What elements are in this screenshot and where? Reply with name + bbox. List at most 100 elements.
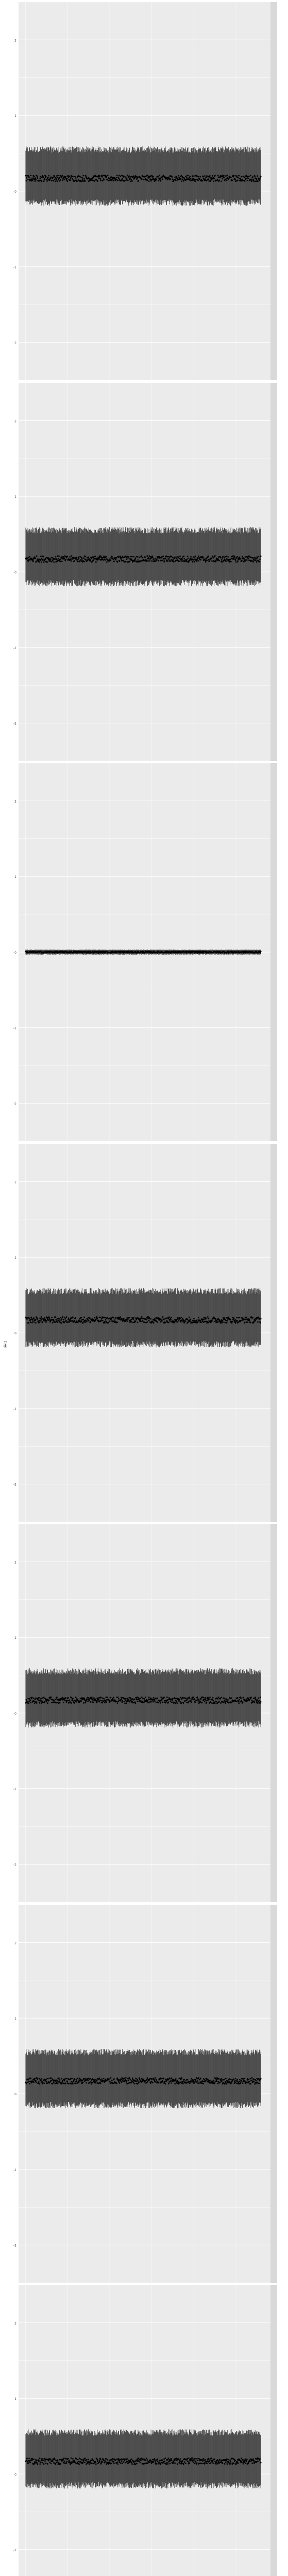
estimate-point — [149, 560, 151, 562]
estimate-point — [103, 556, 105, 558]
estimate-point — [44, 175, 46, 177]
estimate-point — [115, 558, 117, 561]
estimate-point — [74, 1320, 76, 1323]
estimate-point — [204, 558, 206, 561]
estimate-point — [108, 1321, 110, 1324]
estimate-point — [247, 1321, 249, 1323]
estimate-point — [147, 560, 149, 562]
estimate-point — [132, 1321, 134, 1324]
estimate-point — [141, 178, 143, 180]
estimate-point — [246, 559, 248, 561]
estimate-point — [117, 1316, 120, 1318]
estimate-point — [92, 560, 94, 562]
estimate-point — [137, 559, 139, 561]
estimate-point — [237, 559, 239, 561]
y-tick-label: 0 — [14, 1332, 16, 1335]
y-tick-label: 2 — [14, 1180, 16, 1184]
estimate-point — [171, 176, 173, 178]
estimate-point — [94, 555, 96, 557]
estimate-point — [31, 1321, 33, 1324]
estimate-point — [236, 179, 239, 181]
y-tick-label: 1 — [14, 495, 16, 499]
estimate-point — [105, 555, 107, 557]
estimate-point — [132, 176, 134, 178]
estimate-point — [125, 561, 127, 563]
estimate-point — [207, 555, 209, 557]
estimate-point — [65, 558, 66, 561]
estimate-point — [201, 1320, 204, 1323]
estimate-point — [109, 179, 111, 180]
estimate-point — [26, 177, 28, 179]
estimate-point — [46, 1320, 48, 1322]
estimate-point — [49, 179, 50, 181]
estimate-point — [140, 560, 142, 562]
y-tick-label: -1 — [13, 266, 16, 269]
estimate-point — [207, 1316, 209, 1318]
estimate-point — [146, 560, 148, 561]
estimate-point — [195, 178, 197, 180]
estimate-point — [195, 560, 197, 562]
estimate-point — [189, 176, 190, 178]
estimate-point — [217, 558, 219, 561]
estimate-point — [48, 560, 50, 562]
estimate-point — [190, 178, 192, 180]
estimate-point — [207, 1321, 209, 1324]
estimate-point — [204, 180, 206, 181]
estimate-point — [240, 557, 242, 560]
estimate-point — [160, 1321, 162, 1323]
estimate-point — [92, 561, 94, 563]
estimate-point — [61, 1318, 63, 1320]
estimate-point — [92, 177, 94, 178]
estimate-point — [163, 174, 165, 176]
estimate-point — [243, 1318, 245, 1320]
estimate-point — [211, 557, 213, 560]
estimate-point — [240, 179, 242, 181]
estimate-point — [134, 557, 137, 559]
y-tick-label: 0 — [14, 951, 16, 955]
estimate-point — [131, 1318, 133, 1320]
estimate-point — [216, 1320, 218, 1322]
estimate-point — [217, 176, 219, 178]
estimate-point — [46, 178, 48, 180]
estimate-point — [182, 180, 184, 182]
y-tick-label: 0 — [14, 190, 16, 194]
estimate-point — [204, 175, 206, 177]
estimate-point — [100, 1319, 103, 1321]
estimate-point — [146, 1321, 148, 1323]
estimate-point — [147, 174, 149, 176]
estimate-point — [62, 179, 64, 181]
estimate-point — [206, 175, 208, 177]
estimate-point — [259, 178, 261, 180]
estimate-point — [179, 555, 181, 557]
estimate-point — [70, 1319, 71, 1321]
estimate-point — [64, 1316, 66, 1318]
estimate-point — [106, 176, 108, 178]
estimate-point — [217, 1321, 219, 1324]
estimate-point — [98, 555, 100, 557]
estimate-point — [211, 175, 213, 177]
estimate-point — [44, 1317, 46, 1319]
estimate-point — [91, 1320, 93, 1322]
estimate-point — [230, 176, 232, 178]
estimate-point — [96, 176, 98, 178]
estimate-point — [172, 560, 174, 562]
estimate-point — [243, 175, 245, 177]
estimate-point — [112, 180, 114, 182]
estimate-point — [241, 1319, 243, 1321]
estimate-point — [128, 175, 130, 177]
estimate-point — [193, 1320, 195, 1322]
facet-panel-1: -2 -1 0 1 2 — [13, 2, 277, 381]
estimate-point — [146, 179, 148, 181]
estimate-point — [94, 1317, 96, 1318]
estimate-point — [54, 1321, 56, 1323]
estimate-point — [242, 557, 244, 559]
estimate-point — [100, 556, 103, 558]
estimate-point — [67, 175, 69, 177]
estimate-point — [257, 560, 259, 562]
estimate-point — [121, 179, 123, 181]
estimate-point — [179, 1317, 181, 1319]
estimate-point — [126, 555, 128, 557]
estimate-point — [54, 558, 56, 560]
estimate-point — [243, 561, 245, 563]
estimate-point — [245, 1318, 247, 1320]
